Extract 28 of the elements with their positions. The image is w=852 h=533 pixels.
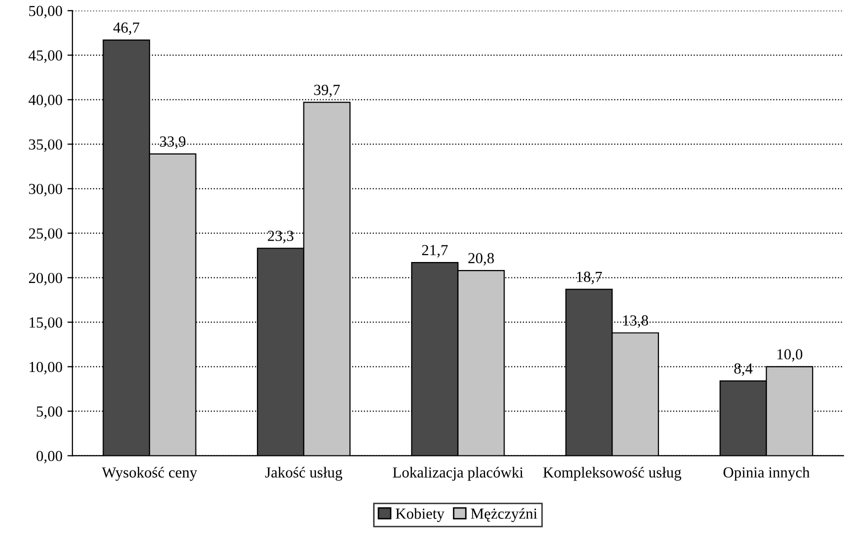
y-tick-label: 30,00 xyxy=(29,184,62,196)
x-tick-label: Jakość usług xyxy=(265,466,342,481)
y-tick-label: 25,00 xyxy=(28,228,62,241)
y-tick-label: 40,00 xyxy=(28,94,62,108)
data-label: 20,8 xyxy=(468,252,494,266)
data-label: 46,7 xyxy=(113,22,140,35)
data-label: 13,8 xyxy=(623,315,648,328)
data-label: 33,9 xyxy=(160,136,186,149)
data-label: 18,7 xyxy=(577,272,602,284)
legend-label: Mężczyźni xyxy=(470,508,538,522)
x-tick-label: Kompleksowość usług xyxy=(543,466,682,481)
y-tick-label: 0,00 xyxy=(36,450,62,464)
y-tick-label: 5,00 xyxy=(36,406,62,419)
y-tick-label: 10,00 xyxy=(30,362,62,374)
data-label: 10,0 xyxy=(777,349,802,362)
y-tick-label: 20,00 xyxy=(28,272,62,286)
x-tick-label: Lokalizacja placówki xyxy=(392,466,524,481)
x-tick-label: Wysokość ceny xyxy=(102,466,198,481)
data-label: 23,3 xyxy=(268,230,294,244)
y-tick-label: 35,00 xyxy=(29,139,62,152)
data-label: 21,7 xyxy=(422,245,448,258)
y-tick-label: 50,00 xyxy=(29,6,62,18)
data-label: 39,7 xyxy=(314,84,340,98)
legend-label: Kobiety xyxy=(396,508,444,522)
y-tick-label: 45,00 xyxy=(28,50,62,63)
x-tick-label: Opinia innych xyxy=(724,466,810,481)
data-label: 8,4 xyxy=(734,363,753,376)
y-tick-label: 15,00 xyxy=(30,317,62,330)
